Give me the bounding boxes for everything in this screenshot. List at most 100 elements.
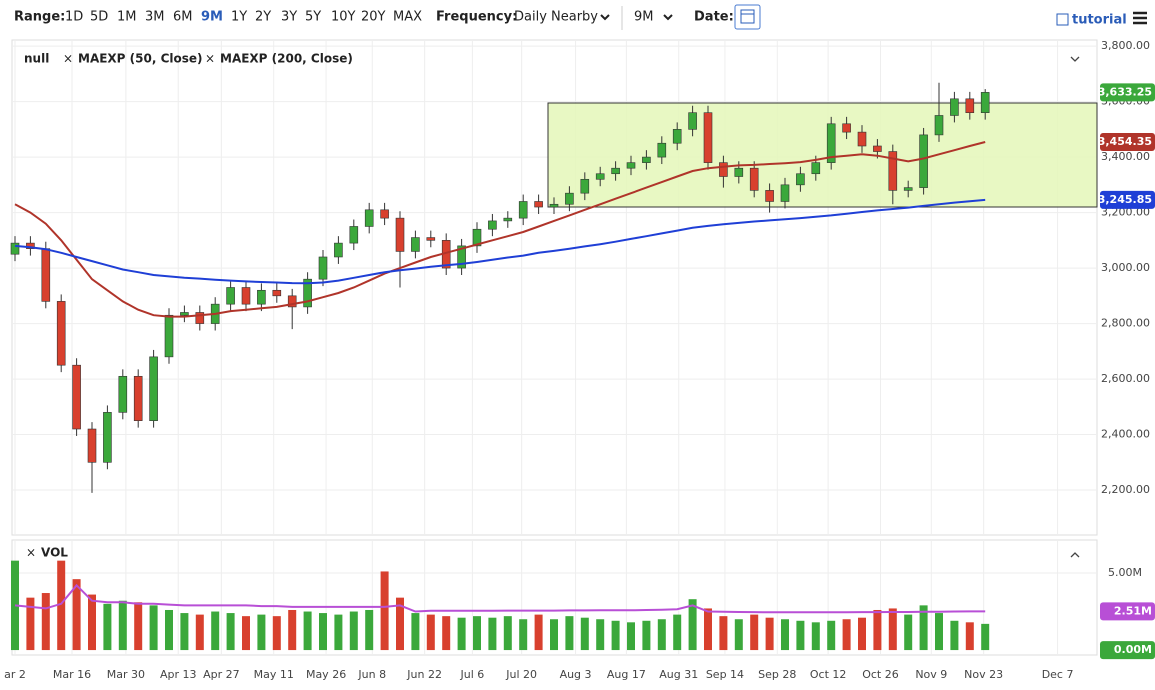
x-tick-label: May 11 <box>254 668 294 681</box>
candle-body <box>472 228 482 247</box>
volume-bar <box>704 608 712 651</box>
range-option[interactable]: 20Y <box>361 10 386 25</box>
volume-bar <box>580 617 589 651</box>
frequency-select[interactable]: Daily Nearby <box>514 10 598 25</box>
x-tick-label: Apr 27 <box>203 668 240 681</box>
y-tick-label: 3,400.00 <box>1101 150 1150 163</box>
volume-bar <box>935 613 943 651</box>
candle-body <box>364 209 374 227</box>
volume-bar <box>965 622 974 651</box>
volume-bar <box>411 613 420 651</box>
volume-bar <box>11 560 19 651</box>
y-tick-label: 2,400.00 <box>1101 428 1150 441</box>
candle-body <box>595 173 605 180</box>
candle-body <box>749 167 759 191</box>
volume-bar <box>873 609 882 651</box>
range-option[interactable]: 1Y <box>231 10 247 25</box>
collapse[interactable] <box>1070 56 1080 62</box>
candle-body <box>642 156 651 163</box>
volume-bar <box>611 620 620 651</box>
volume-bar <box>288 609 297 651</box>
menu-button[interactable] <box>1133 11 1147 25</box>
x-tick-label: Jul 20 <box>505 668 537 681</box>
volume-bar <box>88 594 96 651</box>
x-tick-label: ar 2 <box>4 668 26 681</box>
candle-body <box>380 209 389 219</box>
volume-bar <box>596 619 605 651</box>
candle-body <box>457 245 466 269</box>
price-badge <box>1100 641 1155 660</box>
period-select[interactable]: 9M <box>634 10 654 25</box>
range-label: Range: <box>14 10 65 25</box>
price-badge-label: 3,245.85 <box>1098 193 1152 206</box>
range-option[interactable]: 3Y <box>281 10 297 25</box>
legend-entry: VOL <box>41 546 68 560</box>
range-option[interactable]: 9M <box>201 10 223 25</box>
volume-bar <box>565 616 574 651</box>
legend-remove[interactable]: × <box>63 52 73 66</box>
candle-body <box>41 248 51 302</box>
tutorial-icon <box>1056 13 1069 26</box>
chevron <box>600 14 610 21</box>
price-badge <box>1100 602 1155 621</box>
candle-body <box>688 112 697 130</box>
range-option[interactable]: 1D <box>65 10 83 25</box>
range-option[interactable]: 5D <box>90 10 108 25</box>
volume-bar <box>457 617 466 651</box>
legend-remove[interactable]: × <box>26 546 36 560</box>
volume-bar <box>72 579 81 651</box>
range-option[interactable]: 5Y <box>305 10 321 25</box>
range-box <box>547 102 1098 208</box>
collapse[interactable] <box>1070 552 1080 558</box>
range-option[interactable]: 10Y <box>331 10 356 25</box>
y-tick-label: 3,000.00 <box>1101 261 1150 274</box>
candle-body <box>164 314 174 358</box>
y-tick-label: 2,600.00 <box>1101 372 1150 385</box>
range-option[interactable]: MAX <box>393 10 422 25</box>
volume-bar <box>180 613 189 651</box>
range-option[interactable]: 1M <box>117 10 137 25</box>
range-option[interactable]: 3M <box>145 10 165 25</box>
volume-bar <box>319 613 327 651</box>
x-tick-label: Nov 9 <box>915 668 947 681</box>
candle-body <box>934 115 944 136</box>
volume-bar <box>904 614 913 651</box>
candle-body <box>195 312 205 324</box>
candle-body <box>518 201 528 219</box>
price-badge-label: 2.51M <box>1114 604 1152 617</box>
candle-body <box>241 287 251 305</box>
price-badge <box>1100 133 1155 152</box>
range-option[interactable]: 2Y <box>255 10 271 25</box>
y-tick-label: 2,800.00 <box>1101 317 1150 330</box>
candle-body <box>303 278 312 308</box>
candle-body <box>626 162 636 169</box>
candle-body <box>26 242 35 249</box>
volume-bar <box>473 616 481 651</box>
x-tick-label: Aug 31 <box>659 668 698 681</box>
legend-remove[interactable]: × <box>205 52 215 66</box>
calendar-button[interactable] <box>734 4 761 30</box>
volume-bar <box>534 614 543 651</box>
volume-bar <box>550 619 558 651</box>
candle-body <box>980 92 990 113</box>
x-tick-label: Mar 30 <box>107 668 145 681</box>
x-tick-label: Jun 22 <box>406 668 442 681</box>
candle-body <box>965 98 975 113</box>
volume-bar <box>349 611 358 651</box>
candle-body <box>103 412 112 463</box>
volume-bar <box>226 613 235 651</box>
frequency-label: Frequency: <box>436 10 517 25</box>
volume-bar <box>981 623 990 651</box>
candle-body <box>811 162 821 175</box>
candle-body <box>534 201 543 208</box>
volume-bar <box>334 614 343 651</box>
ma-line <box>14 141 986 318</box>
candle-body <box>272 289 282 297</box>
tutorial-link[interactable]: tutorial <box>1072 13 1127 28</box>
volume-bar <box>396 597 404 651</box>
volume-bar <box>827 620 836 651</box>
range-option[interactable]: 6M <box>173 10 193 25</box>
candle-body <box>257 289 266 305</box>
candle-body <box>919 134 928 188</box>
